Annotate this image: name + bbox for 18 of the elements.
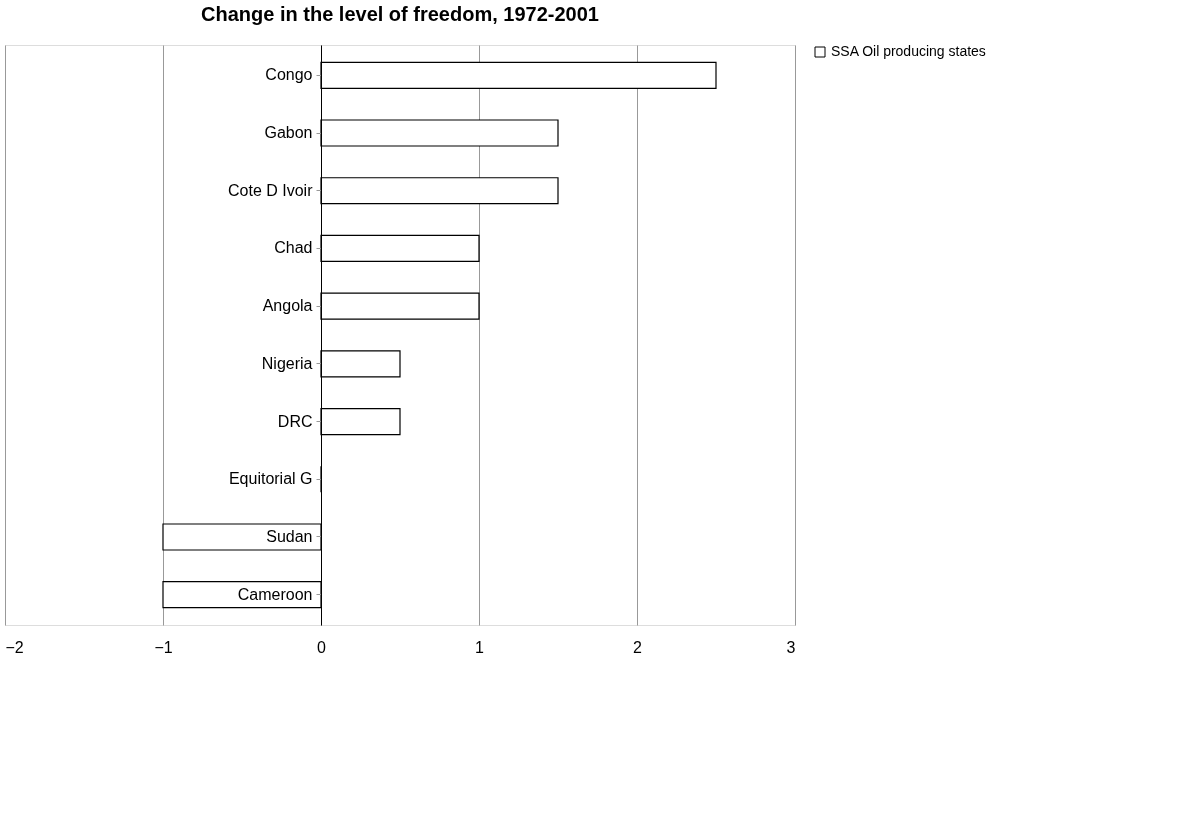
y-tick-label: Equitorial G bbox=[228, 470, 313, 488]
y-tick-label: Sudan bbox=[266, 527, 313, 545]
x-tick-label: −2 bbox=[5, 638, 24, 656]
y-tick-label: Congo bbox=[265, 66, 313, 84]
x-tick-label: 1 bbox=[475, 638, 485, 656]
legend-label: SSA Oil producing states bbox=[831, 43, 986, 59]
chart-title: Change in the level of freedom, 1972-2001 bbox=[201, 3, 599, 25]
y-tick-label: Nigeria bbox=[261, 354, 313, 372]
y-tick-label: Chad bbox=[274, 239, 313, 257]
x-tick-label: 0 bbox=[317, 638, 327, 656]
y-tick-label: Gabon bbox=[264, 124, 313, 142]
y-tick-label: Cote D Ivoir bbox=[228, 181, 314, 199]
x-tick-label: 2 bbox=[633, 638, 643, 656]
y-tick-label: Angola bbox=[262, 297, 313, 315]
y-tick-label: Cameroon bbox=[237, 585, 313, 603]
x-tick-label: 3 bbox=[786, 638, 796, 656]
x-tick-label: −1 bbox=[154, 638, 173, 656]
y-tick-label: DRC bbox=[277, 412, 313, 430]
